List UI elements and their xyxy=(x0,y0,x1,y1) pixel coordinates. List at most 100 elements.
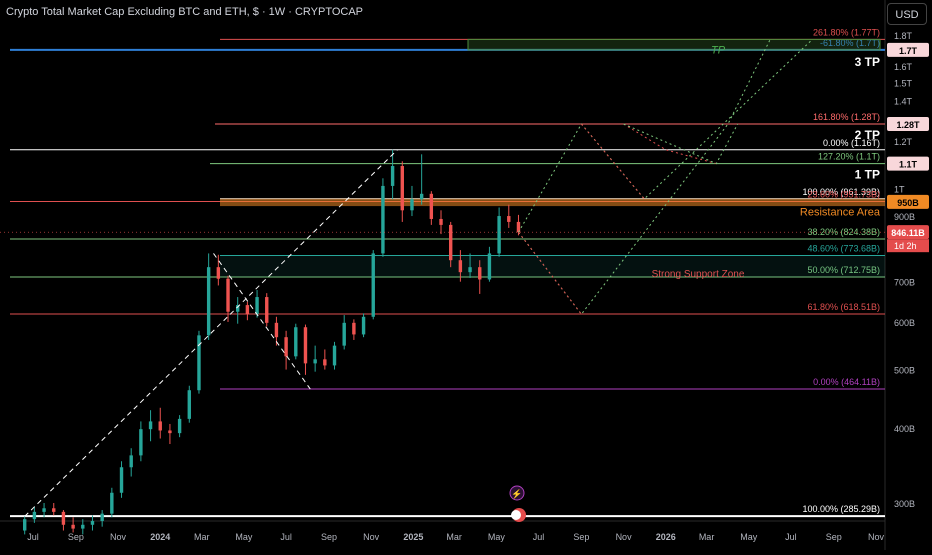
y-tick-label-13: 500B xyxy=(894,366,915,376)
flag-icon-inner xyxy=(511,510,521,520)
candle-body-47 xyxy=(478,267,482,280)
price-badge-0 xyxy=(887,42,929,57)
candle-body-9 xyxy=(110,492,114,514)
tp-zone-label: TP xyxy=(711,44,726,56)
candle-body-31 xyxy=(323,359,327,366)
candle-body-17 xyxy=(187,390,191,419)
y-tick-label-2: 1.6T xyxy=(894,62,913,72)
x-tick-label-4: Mar xyxy=(194,532,210,542)
x-tick-label-17: May xyxy=(740,532,758,542)
level-label-11: 0.00% (464.11B) xyxy=(813,377,880,387)
level-label-3: 0.00% (1.16T) xyxy=(823,138,880,148)
candle-body-35 xyxy=(361,316,366,335)
candle-body-42 xyxy=(429,193,434,219)
x-tick-label-3: 2024 xyxy=(150,532,170,542)
candle-body-19 xyxy=(206,267,211,336)
price-badge-1 xyxy=(887,117,929,132)
level-label-4: 127.20% (1.1T) xyxy=(818,152,880,162)
support-label: Strong Support Zone xyxy=(652,269,745,280)
projection-path-5 xyxy=(623,123,739,165)
level-label-8: 48.60% (773.68B) xyxy=(807,244,880,254)
price-badge-3 xyxy=(887,194,929,209)
x-tick-label-7: Sep xyxy=(321,532,337,542)
x-tick-label-5: May xyxy=(235,532,253,542)
correction-dashed xyxy=(213,253,311,390)
candle-body-44 xyxy=(448,224,453,261)
x-tick-label-19: Sep xyxy=(826,532,842,542)
candle-body-25 xyxy=(265,297,269,323)
projection-path-2 xyxy=(581,123,645,200)
x-tick-label-12: Jul xyxy=(533,532,545,542)
candle-body-27 xyxy=(284,337,288,357)
resistance-label: Resistance Area xyxy=(800,207,881,219)
candle-body-36 xyxy=(371,253,375,317)
price-badge-4 xyxy=(887,225,929,240)
price-badge-text-4: 846.11B xyxy=(891,228,925,238)
x-tick-label-16: Mar xyxy=(699,532,715,542)
currency-button[interactable]: USD xyxy=(887,3,927,25)
x-tick-label-14: Nov xyxy=(616,532,633,542)
level-label-0: 261.80% (1.77T) xyxy=(813,27,880,37)
y-tick-label-14: 400B xyxy=(894,424,915,434)
price-badge-text-0: 1.7T xyxy=(899,46,918,56)
candle-body-46 xyxy=(468,267,472,273)
candle-body-43 xyxy=(439,218,443,225)
candle-body-12 xyxy=(139,429,143,456)
candle-body-40 xyxy=(410,199,414,211)
resistance-band xyxy=(220,198,885,207)
countdown-text: 1d 2h xyxy=(894,241,917,251)
candle-body-0 xyxy=(23,519,27,531)
y-tick-label-11: 700B xyxy=(894,278,915,288)
tp-zone xyxy=(467,38,881,51)
tp3-label: 3 TP xyxy=(855,55,880,69)
candle-body-15 xyxy=(168,430,172,434)
candle-body-8 xyxy=(100,513,104,522)
level-label-10: 61.80% (618.51B) xyxy=(807,302,880,312)
y-tick-label-6: 1.2T xyxy=(894,137,913,147)
x-tick-label-11: May xyxy=(488,532,506,542)
x-tick-label-6: Jul xyxy=(280,532,292,542)
price-badge-text-2: 1.1T xyxy=(899,160,918,170)
candle-body-41 xyxy=(419,193,424,200)
candle-body-28 xyxy=(294,327,298,357)
level-label-2: 161.80% (1.28T) xyxy=(813,112,880,122)
candle-body-45 xyxy=(458,260,463,273)
tp2-label: 2 TP xyxy=(855,128,880,142)
level-label-1: -61.80% (1.7T) xyxy=(820,38,880,48)
x-tick-label-20: Nov xyxy=(868,532,885,542)
lightning-icon xyxy=(509,485,525,501)
candle-body-10 xyxy=(119,467,124,493)
x-tick-label-18: Jul xyxy=(785,532,797,542)
candle-body-30 xyxy=(313,359,317,364)
y-tick-label-9: 900B xyxy=(894,212,915,222)
candle-body-1 xyxy=(32,511,37,520)
level-label-7: 38.20% (824.38B) xyxy=(807,227,880,237)
candle-body-33 xyxy=(342,322,346,346)
y-tick-label-3: 1.5T xyxy=(894,79,913,89)
level-label-9: 50.00% (712.75B) xyxy=(807,265,880,275)
candle-body-2 xyxy=(42,508,46,512)
projection-path-3 xyxy=(518,231,582,315)
candle-body-34 xyxy=(352,322,356,335)
candle-body-24 xyxy=(255,297,259,315)
level-label-6: 23.60% (951.73B) xyxy=(807,189,880,199)
candle-body-29 xyxy=(303,327,308,364)
candle-body-14 xyxy=(158,421,162,431)
candle-body-21 xyxy=(226,278,230,312)
x-tick-label-13: Sep xyxy=(573,532,589,542)
candle-body-3 xyxy=(52,508,56,512)
chart-title: Crypto Total Market Cap Excluding BTC an… xyxy=(6,6,364,18)
x-tick-label-2: Nov xyxy=(110,532,127,542)
candle-body-7 xyxy=(90,521,95,525)
candle-body-5 xyxy=(71,524,75,529)
level-label-5: 100.00% (961.39B) xyxy=(802,187,880,197)
candle-body-38 xyxy=(390,166,395,186)
countdown-badge xyxy=(887,239,929,253)
candle-body-6 xyxy=(81,524,85,529)
candle-body-16 xyxy=(177,418,182,434)
candle-body-22 xyxy=(235,305,240,312)
price-badge-text-3: 950B xyxy=(897,198,919,208)
candle-body-13 xyxy=(148,421,153,430)
